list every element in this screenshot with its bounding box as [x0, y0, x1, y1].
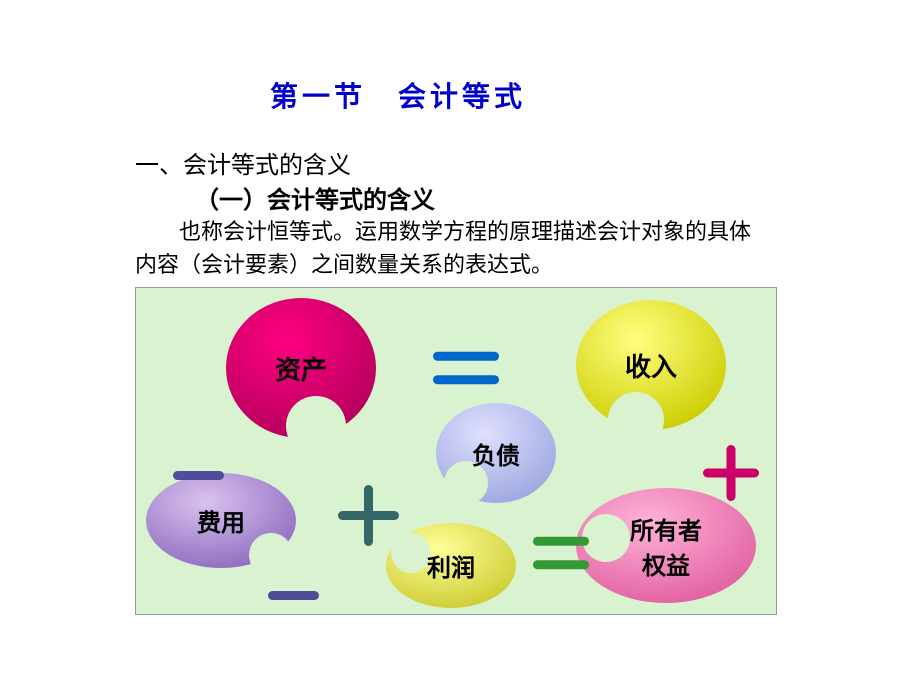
bubble-assets: 资产: [226, 298, 376, 438]
heading-level-1: 一、会计等式的含义: [135, 145, 351, 180]
accounting-equation-diagram: 资产收入负债费用利润所有者 权益: [135, 287, 777, 615]
slide-title: 第一节 会计等式: [270, 75, 526, 115]
bubble-label-income: 收入: [576, 300, 726, 430]
bubble-liability: 负债: [436, 403, 556, 503]
bubble-label-equity: 所有者 权益: [576, 488, 756, 603]
bubble-label-liability: 负债: [436, 403, 556, 503]
operator-minus-4: [266, 568, 321, 623]
operator-plus-3: [701, 443, 761, 503]
bubble-equity: 所有者 权益: [576, 488, 756, 603]
paragraph-definition: 也称会计恒等式。运用数学方程的原理描述会计对象的具体内容（会计要素）之间数量关系…: [135, 215, 765, 281]
bubble-label-assets: 资产: [226, 298, 376, 438]
operator-equals-5: [531, 523, 591, 583]
operator-equals-0: [431, 333, 501, 403]
heading-level-2: （一）会计等式的含义: [195, 180, 435, 215]
slide: 第一节 会计等式 一、会计等式的含义 （一）会计等式的含义 也称会计恒等式。运用…: [0, 0, 920, 690]
operator-plus-2: [336, 483, 401, 548]
bubble-label-profit: 利润: [386, 523, 516, 608]
bubble-profit: 利润: [386, 523, 516, 608]
bubble-income: 收入: [576, 300, 726, 430]
operator-minus-1: [171, 448, 226, 503]
